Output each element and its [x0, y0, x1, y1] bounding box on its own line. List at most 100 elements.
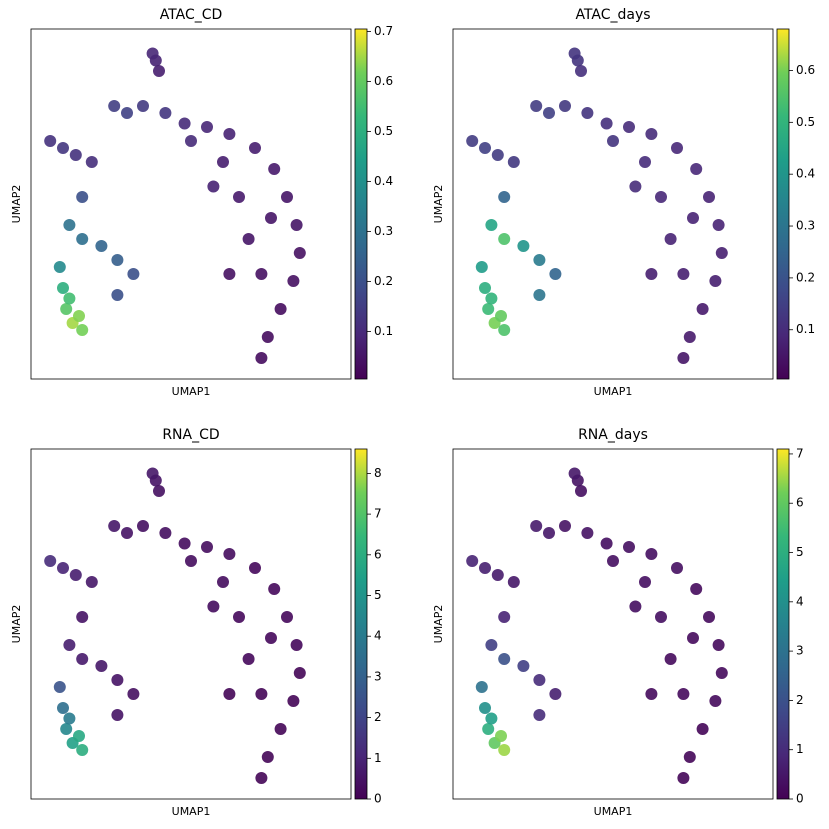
cell-point	[491, 149, 504, 161]
cell-point	[507, 576, 520, 588]
cell-point	[715, 667, 728, 679]
cell-point	[63, 292, 76, 305]
cell-point	[607, 135, 619, 147]
colorbar-tick-label: 1	[796, 742, 804, 756]
cell-point	[671, 562, 683, 574]
colorbar	[776, 28, 790, 380]
cell-point	[549, 268, 562, 280]
cell-point	[568, 47, 581, 60]
cell-point	[146, 467, 159, 480]
cell-point	[76, 191, 89, 203]
y-axis-label: UMAP2	[10, 605, 23, 644]
scatter-points	[466, 467, 728, 784]
cell-point	[153, 65, 165, 77]
colorbar-tick-label: 7	[796, 446, 804, 460]
cell-point	[85, 156, 98, 168]
cell-point	[485, 712, 498, 725]
colorbar-tick-label: 0.3	[374, 224, 393, 238]
cell-point	[255, 772, 268, 784]
cell-point	[287, 275, 300, 287]
cell-point	[703, 611, 715, 623]
cell-point	[233, 191, 245, 203]
cell-point	[127, 688, 140, 700]
cell-point	[274, 303, 287, 315]
cell-point	[201, 541, 213, 553]
cell-point	[703, 191, 715, 203]
y-axis-label: UMAP2	[432, 605, 445, 644]
cell-point	[687, 632, 699, 644]
cell-point	[69, 149, 82, 161]
cell-point	[60, 723, 73, 735]
cell-point	[475, 681, 488, 693]
cell-point	[687, 212, 699, 224]
colorbar-tick-label: 3	[796, 644, 804, 658]
cell-point	[178, 537, 191, 550]
cell-point	[108, 520, 121, 532]
cell-point	[498, 324, 511, 336]
cell-point	[290, 639, 303, 651]
cell-point	[127, 268, 140, 280]
panel-title: ATAC_CD	[160, 7, 223, 23]
cell-point	[482, 723, 495, 735]
cell-point	[664, 233, 677, 245]
cell-point	[268, 583, 281, 595]
cell-point	[507, 156, 520, 168]
cell-point	[575, 65, 587, 77]
colorbar-tick-label: 0.6	[796, 63, 815, 77]
cell-point	[677, 688, 690, 700]
cell-point	[709, 695, 722, 707]
cell-point	[623, 121, 635, 133]
colorbar-tick-label: 6	[796, 496, 804, 510]
cell-point	[207, 180, 220, 193]
colorbar-tick-label: 2	[796, 693, 804, 707]
panel-title: RNA_CD	[162, 427, 219, 443]
cell-point	[159, 527, 172, 539]
cell-point	[57, 702, 69, 714]
colorbar-tick-label: 0.2	[796, 270, 815, 284]
cell-point	[600, 117, 613, 130]
cell-point	[233, 611, 245, 623]
scatter-points	[44, 467, 306, 784]
cell-point	[290, 219, 303, 231]
y-axis-label: UMAP2	[432, 185, 445, 224]
colorbar-tick-label: 4	[796, 594, 804, 608]
cell-point	[498, 191, 511, 203]
colorbar-tick-label: 0.1	[796, 322, 815, 336]
cell-point	[76, 324, 89, 336]
cell-point	[696, 303, 709, 315]
cell-point	[639, 156, 651, 168]
cell-point	[153, 485, 165, 497]
colorbar-tick-label: 0.5	[796, 115, 815, 129]
colorbar	[776, 448, 790, 800]
cell-point	[479, 282, 491, 294]
cell-point	[265, 212, 277, 224]
colorbar-tick-label: 0.4	[796, 167, 815, 181]
cell-point	[533, 709, 546, 721]
cell-point	[482, 303, 495, 315]
cell-point	[111, 674, 124, 686]
cell-point	[60, 303, 73, 315]
cell-point	[491, 569, 504, 581]
cell-point	[559, 100, 571, 112]
colorbar	[354, 28, 368, 380]
colorbar-tick-label: 1	[374, 751, 382, 765]
panel-title: RNA_days	[578, 427, 648, 443]
cell-point	[242, 233, 255, 245]
colorbar-tick-label: 3	[374, 669, 382, 683]
cell-point	[683, 331, 696, 343]
cell-point	[63, 639, 76, 651]
cell-point	[690, 163, 703, 175]
panel-title: ATAC_days	[575, 7, 650, 23]
cell-point	[683, 751, 696, 763]
cell-point	[95, 660, 108, 672]
colorbar-tick-label: 0.1	[374, 324, 393, 338]
cell-point	[709, 275, 722, 287]
scatter-points	[466, 47, 728, 364]
cell-point	[677, 268, 690, 280]
cell-point	[677, 772, 690, 784]
cell-point	[185, 555, 197, 567]
cell-point	[581, 107, 594, 119]
cell-point	[690, 583, 703, 595]
cell-point	[255, 688, 268, 700]
cell-point	[466, 135, 479, 147]
